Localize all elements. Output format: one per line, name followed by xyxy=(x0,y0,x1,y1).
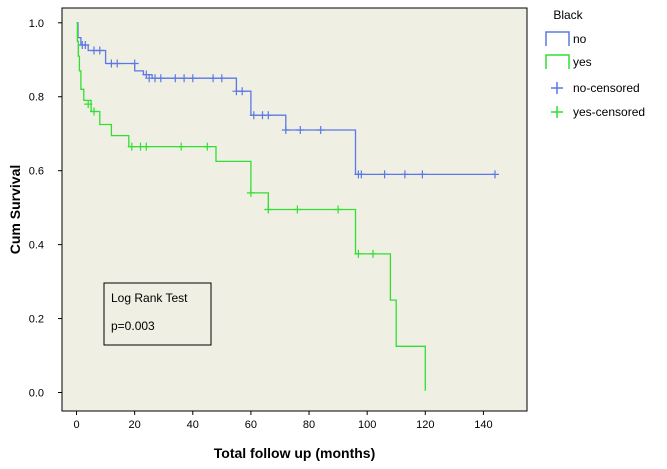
censor-mark-no xyxy=(209,74,218,83)
censor-mark-no xyxy=(281,126,290,134)
censor-mark-no xyxy=(180,74,189,83)
censor-mark-yes xyxy=(84,100,93,109)
y-axis: 0.0 0.2 0.4 0.6 0.8 1.0 xyxy=(29,18,62,400)
legend-marker-yes-censored xyxy=(551,106,563,118)
annotation-frame xyxy=(103,282,212,346)
censor-mark-no xyxy=(380,170,389,179)
y-tick-label: 0.0 xyxy=(29,388,44,400)
censor-mark-no xyxy=(316,126,325,134)
censor-mark-yes xyxy=(354,249,363,258)
censor-mark-no xyxy=(113,59,122,68)
series-line-yes xyxy=(76,22,426,391)
x-tick-label: 40 xyxy=(187,419,199,431)
x-axis-title: Total follow up (months) xyxy=(214,445,376,461)
legend: Black no yes no-censored yes-censored xyxy=(545,8,645,119)
censor-mark-no xyxy=(156,74,165,83)
y-tick-label: 0.6 xyxy=(29,166,44,178)
y-tick-label: 0.4 xyxy=(29,240,44,252)
censor-mark-no xyxy=(188,74,197,83)
x-tick-label: 140 xyxy=(474,419,492,431)
censor-mark-yes xyxy=(127,142,136,151)
series-layer xyxy=(76,22,499,391)
censor-mark-no xyxy=(217,74,226,83)
censor-mark-no xyxy=(491,170,499,179)
censor-mark-yes xyxy=(293,205,302,214)
legend-label-yes-censored: yes-censored xyxy=(573,105,645,119)
x-tick-label: 120 xyxy=(416,419,434,431)
censor-mark-no xyxy=(249,111,258,120)
censor-mark-no xyxy=(296,126,305,134)
censor-mark-no xyxy=(95,46,104,55)
censor-mark-no xyxy=(238,87,247,96)
censor-mark-no xyxy=(264,111,273,120)
censor-mark-no xyxy=(400,170,409,179)
censor-mark-yes xyxy=(246,188,255,197)
x-tick-label: 80 xyxy=(303,419,315,431)
y-axis-title: Cum Survival xyxy=(7,165,23,254)
legend-label-yes: yes xyxy=(573,55,592,69)
y-tick-label: 1.0 xyxy=(29,18,44,30)
legend-swatch-no xyxy=(545,31,570,46)
legend-label-no-censored: no-censored xyxy=(573,81,640,95)
x-tick-label: 0 xyxy=(73,419,79,431)
legend-marker-no-censored xyxy=(551,82,563,94)
legend-swatch-yes xyxy=(545,54,570,69)
y-tick-label: 0.8 xyxy=(29,92,44,104)
legend-label-no: no xyxy=(573,32,587,46)
censor-mark-yes xyxy=(177,142,186,151)
censor-mark-yes xyxy=(334,205,343,214)
x-axis: 0 20 40 60 80 100 120 140 xyxy=(73,411,493,431)
annotation-pvalue: p=0.003 xyxy=(111,319,155,333)
censor-mark-yes xyxy=(90,107,98,116)
y-tick-label: 0.2 xyxy=(29,314,44,326)
censor-mark-yes xyxy=(264,205,273,214)
x-tick-label: 60 xyxy=(245,419,257,431)
x-tick-label: 100 xyxy=(358,419,376,431)
legend-title: Black xyxy=(553,8,583,22)
censor-mark-no xyxy=(418,170,427,179)
censor-mark-no xyxy=(171,74,180,83)
censor-mark-no xyxy=(81,41,90,49)
censor-mark-yes xyxy=(369,249,377,258)
x-tick-label: 20 xyxy=(129,419,141,431)
censor-mark-yes xyxy=(203,142,212,151)
censor-mark-yes xyxy=(142,142,151,151)
annotation-box: Log Rank Test p=0.003 xyxy=(103,282,212,346)
censor-mark-no xyxy=(130,59,139,68)
censor-mark-no xyxy=(357,170,366,179)
annotation-title: Log Rank Test xyxy=(111,291,188,305)
series-line-no xyxy=(76,22,495,176)
